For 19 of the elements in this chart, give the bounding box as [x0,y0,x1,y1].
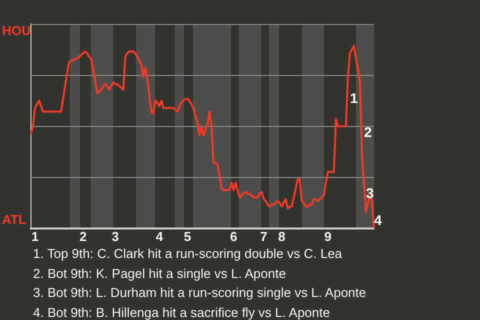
annotation: 3 [366,185,374,201]
annotation: 1 [350,90,358,106]
x-tick-label: 1 [31,228,39,244]
x-tick-label: 8 [278,228,286,244]
x-tick-label: 4 [156,228,164,244]
x-tick-label: 5 [184,228,192,244]
text: 3. Bot 9th: L. Durham hit a run-scoring single vs L. Aponte [33,284,366,302]
x-tick-label: 7 [260,228,268,244]
x-tick-label: 2 [80,228,87,244]
annotation: 4 [374,212,382,228]
annotation: 2 [364,124,372,140]
text: HOU [2,23,31,38]
text: ATL [2,212,26,227]
text: 4. Bot 9th: B. Hillenga hit a sacrifice fly vs L. Aponte [33,304,331,320]
x-tick-label: 3 [112,228,119,244]
text: 1. Top 9th: C. Clark hit a run-scoring double vs C. Lea [33,245,344,263]
x-tick-label: 9 [324,228,332,244]
x-tick-label: 6 [230,228,238,244]
text: 2. Bot 9th: K. Pagel hit a single vs L. Aponte [33,264,287,283]
